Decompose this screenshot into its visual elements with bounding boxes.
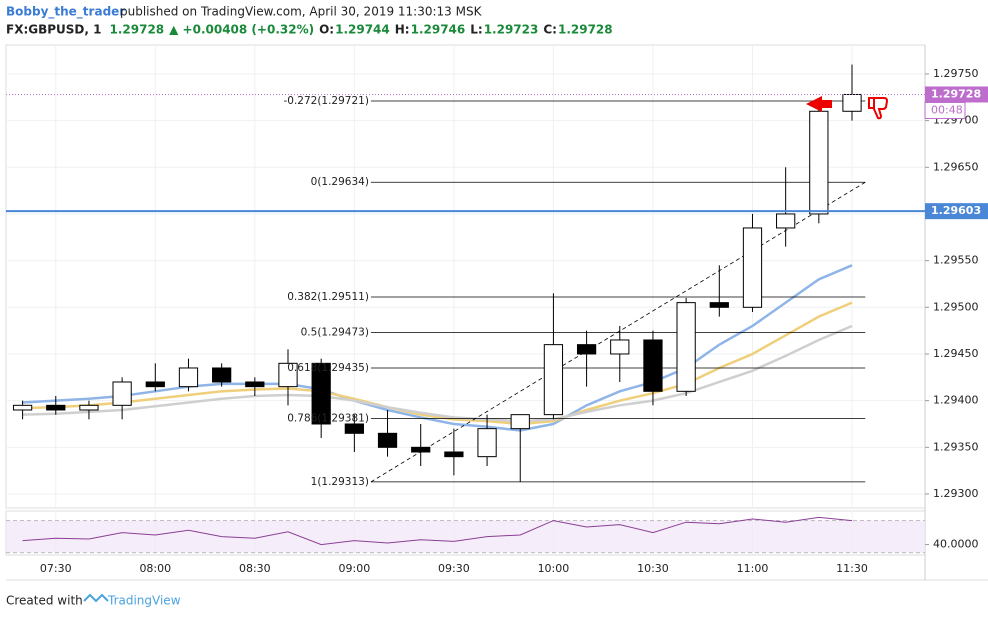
y-tick-label: 1.29350 (933, 440, 979, 453)
candle-body (245, 381, 265, 388)
author: Bobby_the_trader (6, 5, 125, 20)
x-tick-label: 11:00 (737, 562, 769, 575)
candle-body (709, 302, 729, 308)
rsi-band-fill (6, 520, 925, 553)
ohlc-value: 1.29746 (411, 23, 466, 37)
fib-label: 1(1.29313) (311, 476, 369, 488)
footer-text: Created with (6, 594, 83, 608)
moving-average (22, 264, 853, 432)
fib-label: 0.382(1.29511) (287, 291, 369, 303)
x-tick-label: 10:30 (637, 562, 669, 575)
fib-label: 0.618(1.29435) (287, 362, 369, 374)
fib-label: 0.5(1.29473) (301, 327, 369, 339)
y-tick-label: 1.29300 (933, 487, 979, 500)
price-badge (925, 203, 988, 220)
thumbs-down-icon (868, 97, 889, 120)
candle-body (46, 404, 66, 411)
trendline (370, 181, 866, 483)
ohlc-value: 1.29744 (335, 23, 390, 37)
candle-body (610, 339, 630, 355)
x-tick-label: 07:30 (40, 562, 72, 575)
candle-body (12, 404, 33, 411)
main-pane (5, 44, 926, 509)
candle-body (842, 93, 862, 112)
candle-body (178, 367, 199, 388)
fib-label: 0.786(1.29381) (287, 412, 369, 424)
ohlc-key: H: (395, 23, 410, 37)
ohlc-key: L: (470, 23, 482, 37)
change: ▲ +0.00408 (+0.32%) (169, 23, 314, 37)
x-tick-label: 11:30 (836, 562, 868, 575)
candle-body (776, 213, 796, 229)
candle-body (477, 428, 497, 458)
candle-body (809, 110, 829, 215)
price-badge (925, 86, 988, 103)
ohlc-value: 1.29723 (484, 23, 539, 37)
y-tick-label: 1.29450 (933, 347, 979, 360)
candle-body (543, 344, 564, 416)
rsi-tick-label: 40.0000 (933, 538, 979, 551)
ohlc-key: O: (319, 23, 334, 37)
x-tick-label: 09:30 (438, 562, 470, 575)
ohlc-value: 1.29728 (558, 23, 613, 37)
y-tick-label: 1.29550 (933, 254, 979, 267)
fib-label: -0.272(1.29721) (283, 95, 368, 107)
price-badge-label: 1.29603 (931, 204, 981, 217)
candle-body (377, 432, 398, 448)
published: published on TradingView.com, April 30, … (120, 5, 483, 19)
countdown-label: 00:48 (931, 103, 963, 116)
candle-body (79, 404, 99, 411)
x-tick-label: 09:00 (339, 562, 371, 575)
moving-average (22, 324, 853, 423)
y-tick-label: 1.29500 (933, 300, 979, 313)
y-tick-label: 1.29650 (933, 160, 979, 173)
last-price: 1.29728 (109, 23, 164, 37)
plot (6, 45, 925, 555)
candle-body (676, 302, 696, 392)
candle-body (643, 339, 663, 392)
candle-body (444, 451, 464, 458)
candle-body (510, 414, 530, 430)
rsi-line (22, 516, 853, 546)
countdown-badge (924, 101, 966, 119)
x-tick-label: 08:00 (139, 562, 171, 575)
ohlc-key: C: (543, 23, 557, 37)
arrow-annotation (806, 96, 832, 112)
symbol: FX:GBPUSD, 1 (6, 23, 101, 37)
x-tick-label: 08:30 (239, 562, 271, 575)
x-tick-label: 10:00 (538, 562, 570, 575)
candle-body (212, 367, 232, 383)
candle-body (411, 446, 431, 453)
candle-body (576, 344, 597, 355)
price-badge-label: 1.29728 (931, 87, 981, 100)
logo (83, 593, 109, 603)
fib-label: 0(1.29634) (311, 176, 369, 188)
y-tick-label: 1.29400 (933, 394, 979, 407)
footer-brand: TradingView (107, 594, 181, 608)
candle-body (145, 381, 165, 388)
y-tick-label: 1.29750 (933, 67, 979, 80)
candle-body (112, 381, 132, 406)
moving-average (22, 301, 853, 426)
candle-body (311, 362, 331, 425)
candle-body (742, 227, 763, 308)
candle-body (278, 362, 298, 388)
candle-body (344, 423, 364, 434)
